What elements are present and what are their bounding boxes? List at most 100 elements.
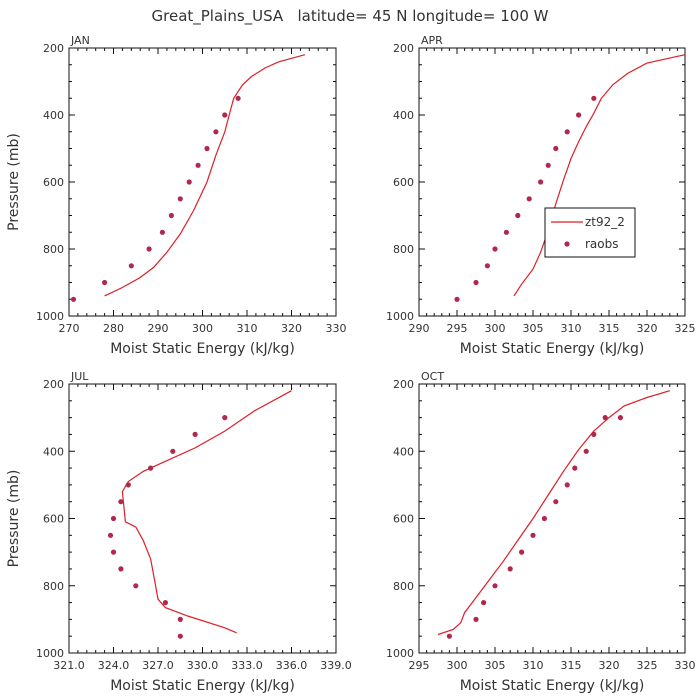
y-tick-label: 200 — [393, 42, 414, 55]
y-axis-label: Pressure (mb) — [6, 470, 22, 568]
y-tick-label: 400 — [43, 109, 64, 122]
panel-label: APR — [421, 34, 443, 47]
x-axis-label: Moist Static Energy (kJ/kg) — [460, 341, 645, 357]
data-point-raobs — [195, 162, 201, 168]
y-tick-label: 400 — [393, 445, 414, 458]
x-tick-label: 320 — [599, 659, 620, 672]
data-point-raobs — [591, 431, 597, 437]
data-point-raobs — [492, 246, 498, 252]
x-tick-label: 325 — [675, 322, 696, 335]
data-point-raobs — [192, 431, 198, 437]
data-point-raobs — [186, 179, 192, 185]
data-point-raobs — [481, 600, 487, 606]
data-point-raobs — [519, 549, 525, 555]
data-point-raobs — [148, 465, 154, 471]
data-point-raobs — [473, 279, 479, 286]
data-point-raobs — [538, 179, 544, 185]
x-axis-label: Moist Static Energy (kJ/kg) — [110, 678, 295, 694]
panel-label: JAN — [70, 34, 90, 47]
x-tick-label: 305 — [485, 659, 506, 672]
data-point-raobs — [553, 499, 559, 505]
legend-model-label: zt92_2 — [585, 215, 625, 229]
data-point-raobs — [118, 566, 124, 572]
x-tick-label: 333.0 — [231, 659, 263, 672]
data-point-raobs — [515, 212, 521, 219]
x-tick-label: 330 — [326, 322, 347, 335]
data-point-raobs — [564, 129, 570, 135]
data-point-raobs — [107, 532, 114, 538]
data-point-raobs — [583, 448, 589, 454]
x-tick-label: 300 — [447, 659, 468, 672]
data-point-raobs — [133, 583, 139, 589]
data-point-raobs — [235, 95, 241, 101]
x-tick-label: 315 — [599, 322, 620, 335]
data-point-raobs — [564, 482, 570, 488]
x-tick-label: 310 — [561, 322, 582, 335]
data-point-raobs — [213, 129, 219, 135]
x-tick-label: 270 — [59, 322, 80, 335]
x-tick-label: 310 — [523, 659, 544, 672]
data-point-raobs — [118, 499, 124, 505]
y-axis-label: Pressure (mb) — [6, 133, 22, 231]
data-point-raobs — [454, 296, 460, 302]
y-tick-label: 1000 — [36, 310, 64, 323]
data-point-raobs — [146, 246, 152, 252]
data-point-raobs — [545, 162, 551, 168]
data-point-raobs — [526, 196, 532, 202]
data-point-raobs — [503, 229, 509, 235]
x-tick-label: 305 — [523, 322, 544, 335]
data-point-raobs — [177, 633, 183, 639]
data-point-raobs — [617, 415, 624, 421]
x-tick-label: 336.0 — [276, 659, 308, 672]
data-point-raobs — [170, 448, 176, 454]
data-point-raobs — [507, 566, 513, 572]
data-point-raobs — [159, 229, 165, 235]
plot-frame — [68, 47, 337, 317]
data-point-raobs — [177, 616, 183, 623]
x-tick-label: 324.0 — [98, 659, 130, 672]
data-point-raobs — [222, 415, 228, 421]
y-tick-label: 400 — [393, 109, 414, 122]
plot-frame — [68, 383, 337, 654]
data-point-raobs — [168, 212, 174, 219]
data-point-raobs — [572, 465, 578, 471]
plot-frame — [418, 47, 686, 317]
plot-frame — [418, 383, 686, 654]
series-line-zt92_2 — [513, 54, 686, 297]
x-tick-label: 330 — [675, 659, 696, 672]
x-tick-label: 321.0 — [53, 659, 85, 672]
y-tick-label: 200 — [393, 378, 414, 391]
data-point-raobs — [530, 532, 536, 538]
x-tick-label: 320 — [637, 322, 658, 335]
data-point-raobs — [576, 112, 582, 118]
x-tick-label: 300 — [192, 322, 213, 335]
y-tick-label: 800 — [393, 243, 414, 256]
x-tick-label: 327.0 — [142, 659, 174, 672]
panel-label: OCT — [421, 370, 444, 383]
x-tick-label: 320 — [281, 322, 302, 335]
data-point-raobs — [102, 279, 108, 286]
data-point-raobs — [492, 583, 498, 589]
data-point-raobs — [204, 145, 210, 152]
data-point-raobs — [446, 633, 452, 639]
data-point-raobs — [177, 196, 183, 202]
data-point-raobs — [125, 482, 131, 488]
y-tick-label: 800 — [393, 580, 414, 593]
y-tick-label: 600 — [393, 176, 414, 189]
data-point-raobs — [70, 296, 77, 302]
y-tick-label: 200 — [43, 42, 64, 55]
x-tick-label: 310 — [237, 322, 258, 335]
x-tick-label: 295 — [447, 322, 468, 335]
data-point-raobs — [128, 263, 134, 269]
data-point-raobs — [110, 549, 117, 555]
x-tick-label: 339.0 — [320, 659, 352, 672]
panel-label: JUL — [70, 370, 89, 383]
x-tick-label: 330.0 — [187, 659, 219, 672]
y-tick-label: 200 — [43, 378, 64, 391]
x-tick-label: 295 — [409, 659, 430, 672]
